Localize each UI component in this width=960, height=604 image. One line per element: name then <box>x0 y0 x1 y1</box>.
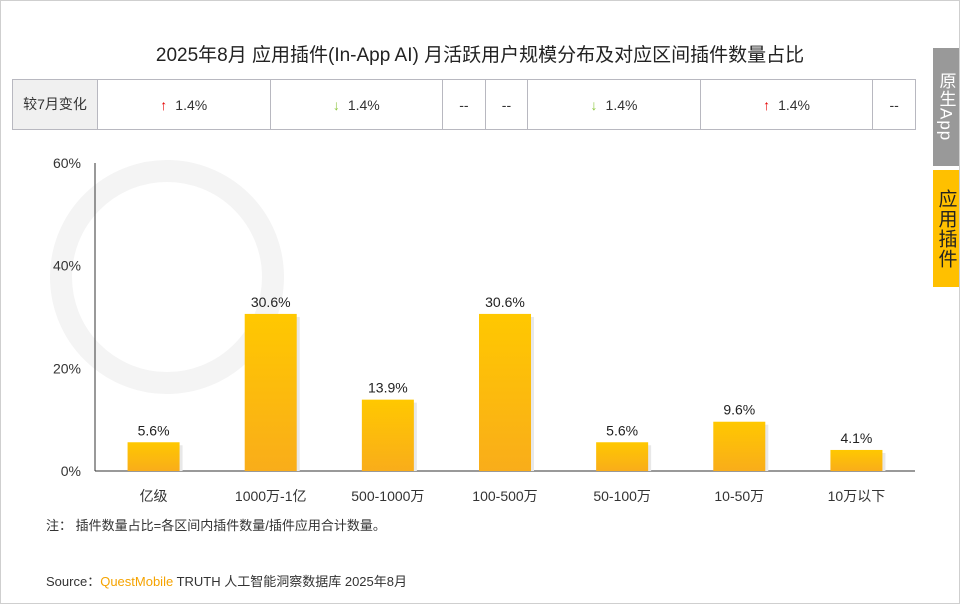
x-tick-label: 50-100万 <box>593 488 651 504</box>
bar <box>830 449 883 471</box>
bar <box>596 442 649 471</box>
change-value: -- <box>889 96 899 113</box>
bar <box>244 313 297 471</box>
data-label: 30.6% <box>251 294 291 310</box>
x-tick-label: 1000万-1亿 <box>235 488 307 504</box>
arrow-down-icon: ↓ <box>332 96 340 113</box>
change-cell: ↓ 1.4% <box>527 79 701 130</box>
change-value: 1.4% <box>175 96 208 113</box>
y-tick-label: 60% <box>53 155 81 171</box>
change-cell: -- <box>484 79 529 130</box>
chart-title: 2025年8月 应用插件(In-App AI) 月活跃用户规模分布及对应区间插件… <box>155 45 805 66</box>
footnote: 注： 插件数量占比=各区间内插件数量/插件应用合计数量。 <box>46 518 386 533</box>
change-cell: -- <box>872 79 916 130</box>
bar <box>127 442 180 471</box>
change-cell: -- <box>442 79 486 130</box>
y-tick-label: 40% <box>53 258 81 274</box>
x-tick-label: 500-1000万 <box>351 488 424 504</box>
data-label: 5.6% <box>138 422 170 438</box>
x-tick-label: 亿级 <box>140 488 168 504</box>
data-label: 30.6% <box>485 294 525 310</box>
x-tick-label: 10万以下 <box>828 488 886 504</box>
y-tick-label: 20% <box>53 360 81 376</box>
y-tick-label: 0% <box>61 463 81 479</box>
bar <box>713 421 766 471</box>
data-label: 13.9% <box>368 380 408 396</box>
change-value: 1.4% <box>347 96 380 113</box>
source: Source：QuestMobile TRUTH 人工智能洞察数据库 2025年… <box>46 571 407 590</box>
arrow-up-icon: ↑ <box>763 96 771 113</box>
change-cell: ↓ 1.4% <box>269 79 444 130</box>
change-value: -- <box>501 96 512 113</box>
tab-app-plugin[interactable]: 应用插件 <box>933 170 959 287</box>
arrow-up-icon: ↑ <box>160 96 168 113</box>
change-value: -- <box>459 96 469 113</box>
change-value: 1.4% <box>778 96 810 113</box>
change-cell: ↑ 1.4% <box>699 79 874 130</box>
arrow-down-icon: ↓ <box>590 96 598 113</box>
data-label: 9.6% <box>723 402 755 418</box>
change-value: 1.4% <box>605 96 638 113</box>
source-brand: QuestMobile <box>100 574 174 589</box>
change-cell: ↑ 1.4% <box>97 79 271 130</box>
change-table: 较7月变化 ↑ 1.4% ↓ 1.4% -- -- ↓ 1.4% ↑ 1.4% -- <box>12 79 916 130</box>
bar <box>479 313 531 471</box>
tab-native-app[interactable]: 原生App <box>933 48 959 166</box>
data-label: 5.6% <box>606 422 638 438</box>
x-tick-label: 100-500万 <box>472 488 537 504</box>
data-label: 4.1% <box>840 430 872 446</box>
source-prefix: Source： <box>46 574 101 589</box>
x-tick-label: 10-50万 <box>714 488 764 504</box>
source-rest: TRUTH 人工智能洞察数据库 2025年8月 <box>173 574 407 589</box>
change-header: 较7月变化 <box>12 79 98 130</box>
bar <box>361 399 414 471</box>
